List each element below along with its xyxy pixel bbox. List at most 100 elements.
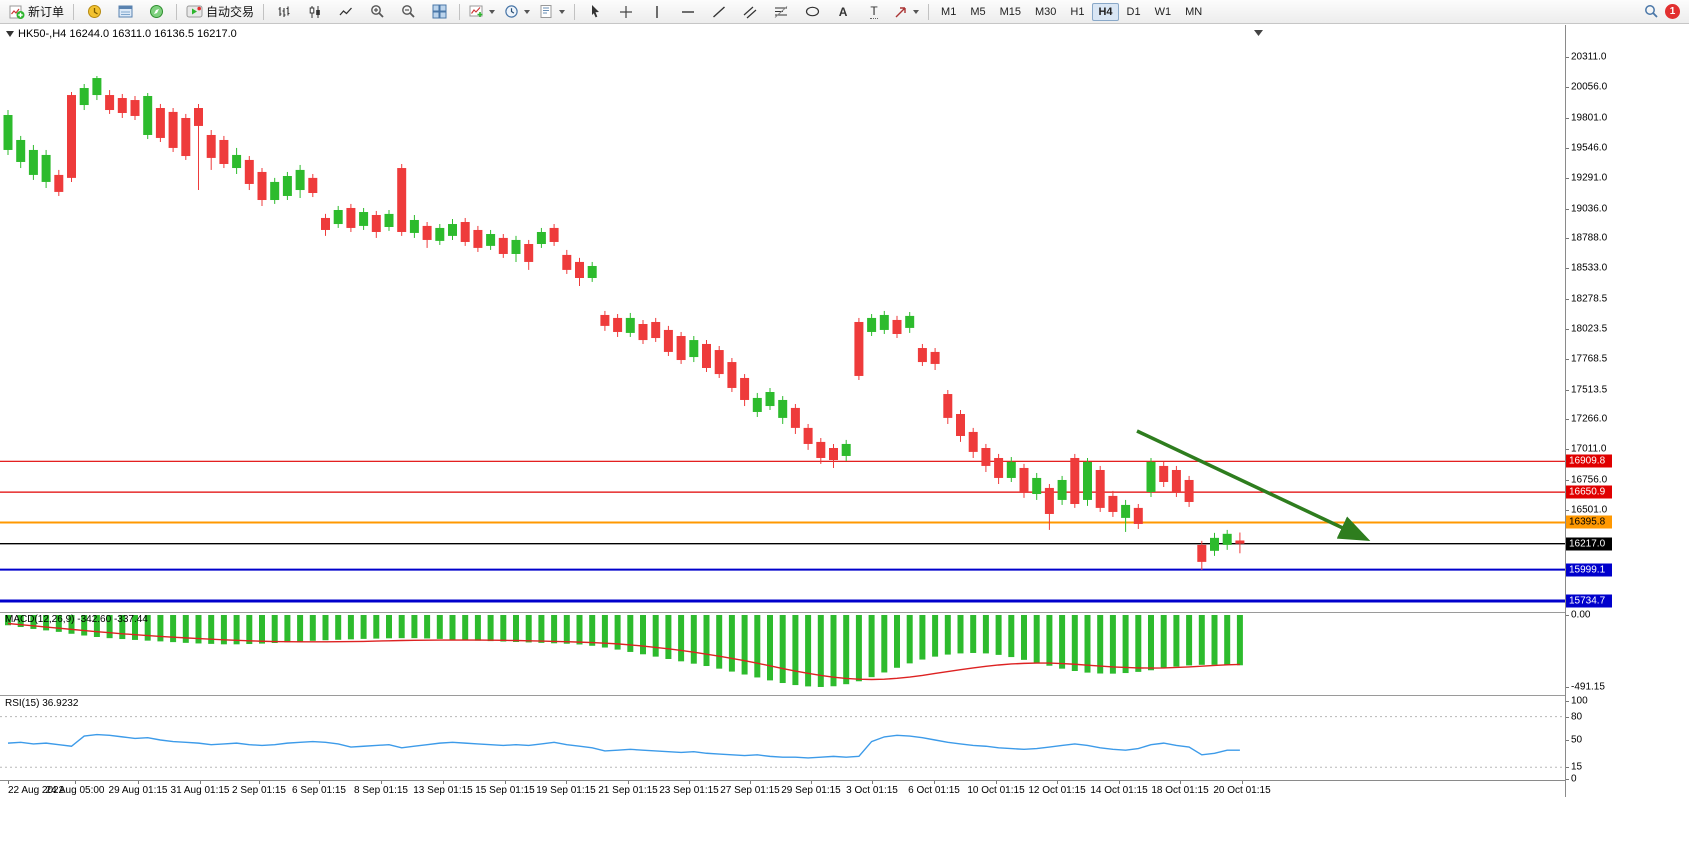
search-icon[interactable] bbox=[1644, 4, 1659, 19]
new-order-button[interactable]: 新订单 bbox=[5, 1, 68, 23]
data-window-button[interactable] bbox=[110, 1, 140, 23]
time-axis-label: 6 Oct 01:15 bbox=[908, 785, 960, 796]
periods-button[interactable] bbox=[500, 1, 534, 23]
timeframe-m30-button[interactable]: M30 bbox=[1035, 5, 1057, 18]
rsi-axis-label: 80 bbox=[1571, 711, 1583, 723]
timeframe-h1-button[interactable]: H1 bbox=[1070, 5, 1085, 18]
shapes-tool-button[interactable] bbox=[797, 1, 827, 23]
bar-chart-type-button[interactable] bbox=[269, 1, 299, 23]
timeframe-h4-button[interactable]: H4 bbox=[1092, 2, 1119, 21]
line-chart-type-button[interactable] bbox=[331, 1, 361, 23]
bear-candle bbox=[257, 171, 267, 201]
bear-candle bbox=[219, 139, 229, 164]
crosshair-tool-button[interactable] bbox=[611, 1, 641, 23]
bear-candle bbox=[498, 237, 508, 254]
bear-candle bbox=[663, 329, 673, 352]
macd-histogram-bar bbox=[741, 615, 748, 675]
macd-histogram-bar bbox=[1071, 615, 1078, 672]
pane-separator[interactable] bbox=[0, 612, 1689, 613]
auto-trading-button[interactable]: 自动交易 bbox=[182, 1, 258, 23]
arrows-tool-button[interactable] bbox=[890, 1, 923, 23]
macd-histogram-bar bbox=[208, 615, 215, 644]
bear-candle bbox=[613, 317, 623, 332]
bull-candle bbox=[867, 317, 877, 332]
trendline-tool-button[interactable] bbox=[704, 1, 734, 23]
macd-histogram-bar bbox=[995, 615, 1002, 655]
horizontal-line-tool-button[interactable] bbox=[673, 1, 703, 23]
axis-tick bbox=[1566, 687, 1569, 688]
horizontal-line-icon bbox=[682, 10, 695, 13]
price-axis-label: 19291.0 bbox=[1571, 172, 1608, 184]
price-axis[interactable]: 20311.0 20056.0 19801.0 19546.0 19291.0 19036… bbox=[1565, 25, 1689, 797]
market-watch-button[interactable] bbox=[79, 1, 109, 23]
macd-signal-line bbox=[7, 622, 1240, 681]
trend-arrow-object[interactable] bbox=[1136, 429, 1371, 541]
bull-candle bbox=[333, 209, 343, 225]
macd-histogram-bar bbox=[894, 615, 900, 668]
fibonacci-tool-button[interactable] bbox=[766, 1, 796, 23]
toolbar-separator bbox=[176, 3, 178, 20]
zoom-out-button[interactable] bbox=[393, 1, 423, 23]
tile-windows-button[interactable] bbox=[424, 1, 454, 23]
axis-tick bbox=[1566, 389, 1569, 391]
macd-histogram-bar bbox=[259, 615, 265, 644]
time-axis[interactable]: 22 Aug 2022 24 Aug 05:00 29 Aug 01:15 31 Au… bbox=[0, 780, 1565, 799]
candle-chart-type-icon bbox=[309, 5, 320, 18]
price-line-label: 16395.8 bbox=[1566, 515, 1612, 529]
cursor-tool-button[interactable] bbox=[580, 1, 610, 23]
bear-candle bbox=[524, 243, 534, 262]
price-axis-label: 18788.0 bbox=[1571, 232, 1608, 244]
timeframe-m5-button[interactable]: M5 bbox=[970, 5, 986, 18]
timeframe-m15-button[interactable]: M15 bbox=[999, 5, 1021, 18]
macd-histogram-bar bbox=[1173, 615, 1180, 667]
data-window-icon bbox=[118, 5, 133, 18]
chart-shift-marker[interactable] bbox=[1254, 30, 1263, 36]
macd-pane[interactable] bbox=[0, 613, 1565, 695]
axis-tick bbox=[1566, 740, 1569, 741]
bull-candle bbox=[752, 397, 762, 412]
new-order-icon bbox=[9, 5, 25, 19]
price-axis-label: 20056.0 bbox=[1571, 81, 1608, 93]
indicators-button[interactable] bbox=[465, 1, 499, 23]
label-tool-button[interactable]: T bbox=[859, 1, 889, 23]
bear-candle bbox=[67, 95, 76, 178]
pane-separator[interactable] bbox=[0, 695, 1689, 696]
timeframe-mn-button[interactable]: MN bbox=[1185, 5, 1203, 18]
macd-histogram-bar bbox=[690, 615, 697, 664]
macd-histogram-bar bbox=[1046, 615, 1053, 666]
timeframe-m1-button[interactable]: M1 bbox=[941, 5, 957, 18]
channel-tool-button[interactable] bbox=[735, 1, 765, 23]
chart-canvas[interactable] bbox=[0, 28, 1565, 612]
rsi-pane[interactable] bbox=[0, 697, 1565, 780]
bull-candle bbox=[41, 154, 51, 182]
macd-histogram-bar bbox=[1198, 615, 1205, 665]
bear-candle bbox=[1044, 487, 1054, 514]
candle-chart-type-button[interactable] bbox=[300, 1, 330, 23]
axis-tick bbox=[1566, 701, 1569, 702]
vertical-line-tool-button[interactable] bbox=[642, 1, 672, 23]
bull-candle bbox=[79, 88, 89, 106]
timeframe-d1-button[interactable]: D1 bbox=[1126, 5, 1141, 18]
macd-histogram-bar bbox=[1160, 615, 1167, 669]
bull-candle bbox=[1210, 537, 1219, 551]
axis-tick bbox=[259, 781, 260, 784]
bull-candle bbox=[587, 265, 597, 278]
zoom-in-button[interactable] bbox=[362, 1, 392, 23]
navigator-button[interactable] bbox=[141, 1, 171, 23]
templates-button[interactable] bbox=[535, 1, 569, 23]
axis-tick bbox=[566, 781, 567, 784]
market-watch-icon bbox=[87, 5, 101, 18]
macd-histogram-bar bbox=[932, 615, 939, 657]
timeframe-w1-button[interactable]: W1 bbox=[1154, 5, 1172, 18]
bull-candle bbox=[1146, 461, 1156, 492]
macd-histogram-bar bbox=[678, 615, 685, 662]
bull-candle bbox=[1006, 461, 1016, 478]
bear-candle bbox=[1095, 469, 1105, 508]
macd-histogram-bar bbox=[144, 615, 151, 641]
macd-histogram-bar bbox=[970, 615, 977, 653]
notification-badge[interactable]: 1 bbox=[1665, 4, 1680, 19]
chart-collapse-toggle[interactable] bbox=[6, 31, 14, 37]
rsi-line bbox=[7, 733, 1240, 759]
text-tool-button[interactable]: A bbox=[828, 1, 858, 23]
price-axis-label: 19036.0 bbox=[1571, 203, 1608, 215]
